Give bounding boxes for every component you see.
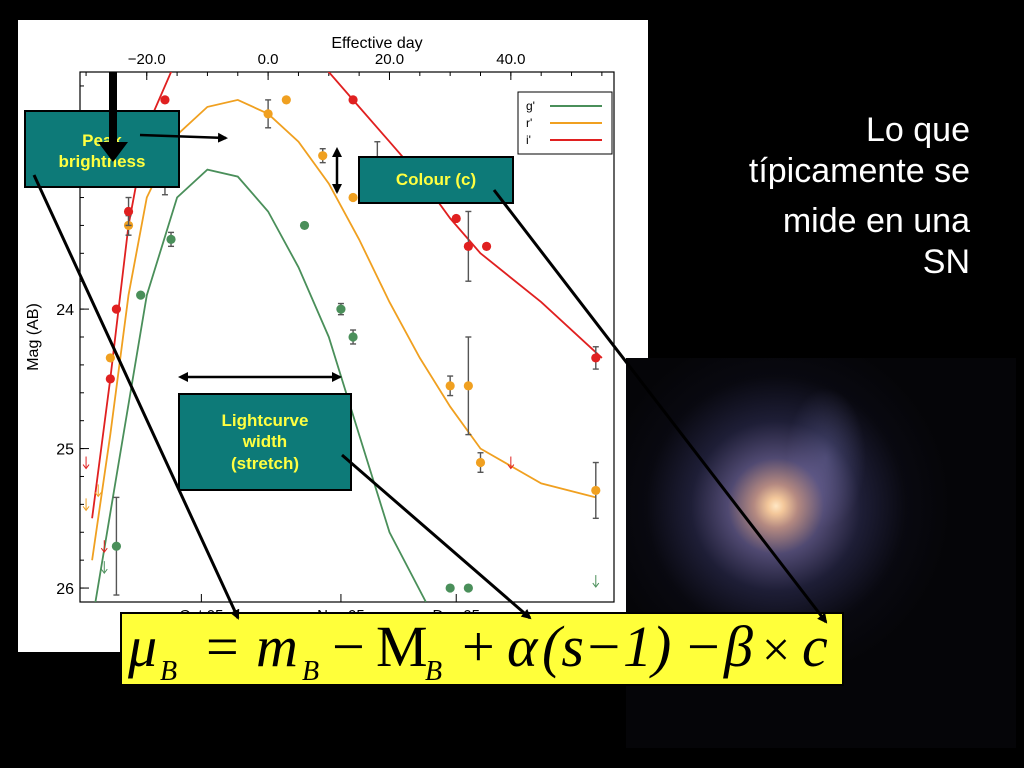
eq-M: M bbox=[376, 614, 428, 679]
eq-alpha: α bbox=[507, 614, 539, 679]
upper-limit-arrowhead bbox=[507, 464, 515, 470]
top-tick-label: 40.0 bbox=[496, 51, 525, 68]
eq-stretch-term: (s−1) bbox=[542, 614, 671, 679]
top-tick-label: −20.0 bbox=[128, 51, 166, 68]
curve-g bbox=[94, 168, 427, 602]
data-point-r bbox=[105, 353, 115, 363]
top-tick-label: 20.0 bbox=[375, 51, 404, 68]
data-point-g bbox=[136, 290, 146, 300]
data-point-i bbox=[481, 241, 492, 251]
data-point-i bbox=[451, 213, 461, 224]
legend-label: r' bbox=[526, 116, 532, 130]
upper-limit-arrowhead bbox=[82, 506, 90, 512]
data-point-i bbox=[160, 95, 170, 105]
stretch-to-s-arrow bbox=[341, 453, 532, 620]
upper-limit-arrowhead bbox=[100, 568, 108, 574]
data-point-g bbox=[336, 304, 346, 314]
data-point-i bbox=[111, 304, 122, 314]
data-point-i bbox=[123, 206, 134, 217]
data-point-g bbox=[299, 220, 310, 231]
y-tick-label: 24 bbox=[56, 302, 74, 319]
data-point-r bbox=[463, 381, 473, 391]
peak-pointer-arrow bbox=[139, 132, 228, 143]
data-point-r bbox=[263, 109, 273, 119]
upper-limit-arrowhead bbox=[100, 547, 108, 554]
eq-minus: − bbox=[332, 614, 365, 679]
eq-mu-sub: B bbox=[160, 656, 177, 684]
data-point-i bbox=[348, 95, 358, 105]
colour-to-c-arrow bbox=[492, 189, 828, 624]
headline: Lo que típicamente se mide en una SN bbox=[749, 110, 970, 284]
data-point-g bbox=[111, 541, 122, 551]
data-point-g bbox=[166, 234, 176, 244]
eq-mu: μ bbox=[127, 614, 157, 679]
data-point-r bbox=[591, 485, 601, 496]
legend-label: g' bbox=[526, 99, 535, 113]
y-tick-label: 25 bbox=[56, 442, 74, 459]
headline-line-3: mide en una bbox=[782, 201, 970, 240]
equation-svg: μ B = m B − M B + α (s−1) − β × c bbox=[127, 614, 828, 687]
data-point-i bbox=[591, 353, 601, 363]
data-point-r bbox=[348, 192, 358, 203]
upper-limit-arrowhead bbox=[94, 492, 102, 498]
colour-label: Colour (c) bbox=[395, 170, 477, 190]
data-point-r bbox=[475, 457, 486, 468]
data-point-r bbox=[281, 95, 291, 105]
eq-plus: + bbox=[462, 614, 495, 679]
colour-callout: Colour (c) bbox=[358, 156, 514, 204]
headline-line-1: Lo que bbox=[866, 111, 970, 149]
top-axis-title: Effective day bbox=[331, 35, 422, 52]
stretch-label: Lightcurve width (stretch) bbox=[221, 411, 309, 473]
upper-limit-arrowhead bbox=[82, 464, 90, 470]
peak-down-arrowhead bbox=[98, 142, 128, 162]
eq-times: × bbox=[762, 621, 790, 677]
data-point-g bbox=[445, 583, 455, 593]
data-point-i bbox=[463, 241, 473, 251]
data-point-r bbox=[318, 151, 328, 161]
eq-M-sub: B bbox=[425, 656, 442, 684]
data-point-g bbox=[348, 332, 358, 342]
y-axis-title: Mag (AB) bbox=[25, 303, 42, 371]
peak-brightness-callout: Peak brightness bbox=[24, 110, 180, 188]
data-point-g bbox=[463, 583, 473, 593]
upper-limit-arrowhead bbox=[592, 582, 600, 588]
y-tick-label: 26 bbox=[56, 581, 74, 598]
stretch-callout: Lightcurve width (stretch) bbox=[178, 393, 352, 491]
legend-label: i' bbox=[526, 133, 531, 147]
data-point-r bbox=[445, 381, 455, 391]
distance-modulus-equation: μ B = m B − M B + α (s−1) − β × c bbox=[120, 612, 844, 687]
eq-equals: = bbox=[206, 614, 239, 679]
top-tick-label: 0.0 bbox=[258, 51, 279, 68]
eq-m: m bbox=[256, 614, 298, 679]
headline-line-4: SN bbox=[922, 243, 970, 282]
eq-c: c bbox=[802, 614, 828, 679]
headline-line-2: típicamente se bbox=[748, 152, 970, 191]
data-point-i bbox=[105, 374, 115, 384]
eq-minus-2: − bbox=[687, 614, 720, 679]
peak-to-mB-arrow bbox=[32, 174, 240, 620]
curve-r bbox=[91, 98, 597, 561]
eq-beta: β bbox=[723, 614, 753, 679]
eq-m-sub: B bbox=[302, 656, 319, 684]
